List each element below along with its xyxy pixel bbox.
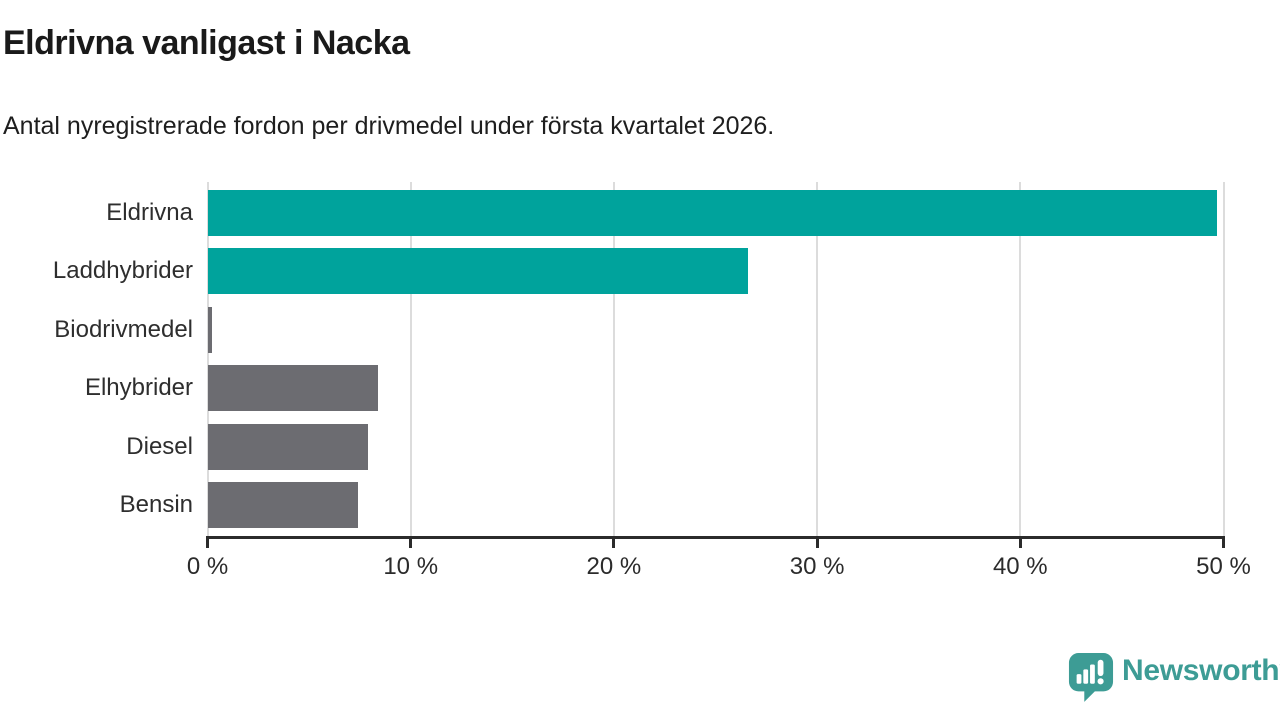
x-tick-label: 50 % <box>1196 553 1251 580</box>
bar <box>207 482 358 528</box>
bar <box>207 306 212 353</box>
x-axis-line <box>206 536 1225 539</box>
chart-title: Eldrivna vanligast i Nacka <box>3 24 410 62</box>
x-tick-label: 30 % <box>789 553 845 580</box>
bar <box>207 190 1218 236</box>
category-label: Diesel <box>126 432 193 460</box>
newsworthy-logo: Newsworthy <box>1068 652 1280 702</box>
gridline <box>612 182 615 537</box>
gridline <box>816 182 819 537</box>
category-label: Biodrivmedel <box>54 315 193 343</box>
bar <box>207 423 369 470</box>
category-label: Bensin <box>119 491 193 518</box>
category-label: Laddhybrider <box>52 257 193 285</box>
x-axis-tick <box>612 539 616 548</box>
bar <box>207 365 379 412</box>
gridline <box>1222 182 1225 537</box>
x-tick-label: 10 % <box>383 553 439 580</box>
x-axis-tick <box>1222 539 1225 548</box>
newsworthy-brand-text: Newsworthy <box>1122 654 1280 687</box>
gridline <box>206 182 209 537</box>
x-tick-label: 40 % <box>992 553 1048 580</box>
chart-subtitle: Antal nyregistrerade fordon per drivmede… <box>3 112 775 140</box>
x-axis-tick <box>409 539 413 548</box>
bar <box>207 248 748 295</box>
newsworthy-logo-icon <box>1068 653 1114 702</box>
gridline <box>409 182 412 537</box>
x-axis-tick <box>1018 539 1022 548</box>
category-label: Elhybrider <box>84 374 193 402</box>
gridline <box>1019 182 1022 537</box>
x-tick-label: 20 % <box>586 553 642 580</box>
x-axis-tick <box>206 539 209 548</box>
x-axis-tick <box>815 539 819 548</box>
category-label: Eldrivna <box>106 199 193 226</box>
x-tick-label: 0 % <box>186 553 229 580</box>
